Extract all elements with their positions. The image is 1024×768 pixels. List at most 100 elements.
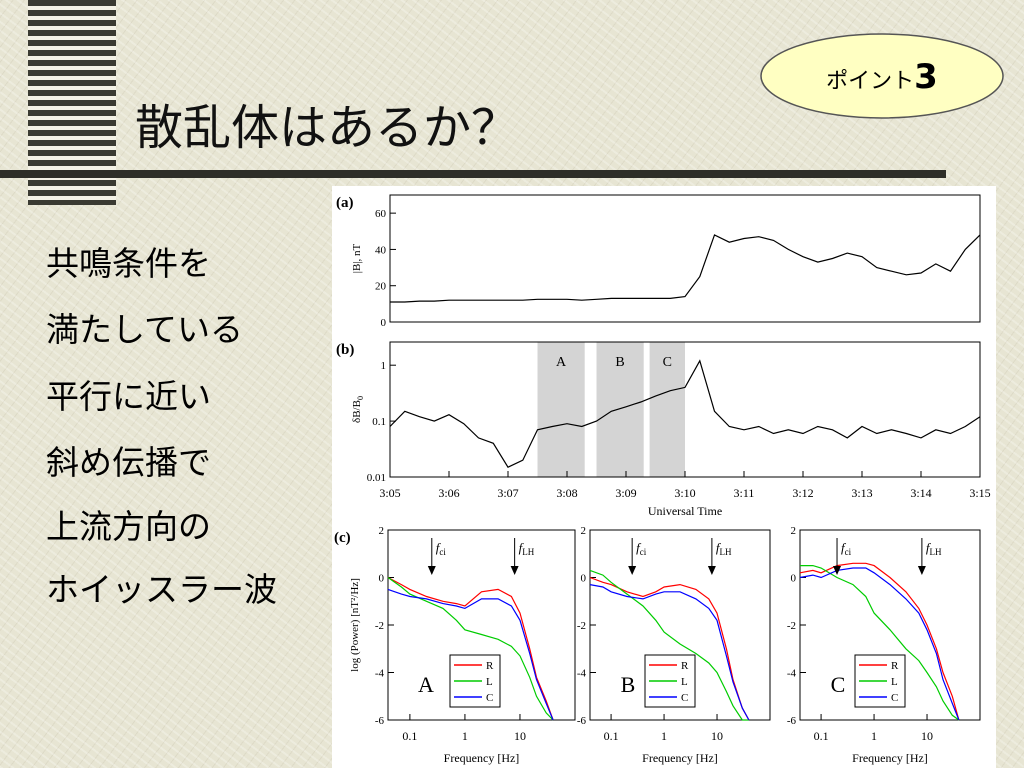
legend-label: L — [486, 676, 493, 688]
x-tick-label: 3:10 — [674, 486, 695, 500]
y-tick-label: -6 — [375, 715, 385, 727]
y-tick-label: -4 — [577, 668, 587, 680]
annotation: fLH — [716, 540, 732, 557]
x-tick-label: 10 — [711, 729, 723, 743]
panel-letter: B — [621, 672, 636, 697]
x-axis-label: Universal Time — [648, 504, 722, 518]
region — [596, 342, 644, 477]
x-tick-label: 1 — [462, 729, 468, 743]
x-tick-label: 3:07 — [497, 486, 518, 500]
panel-label: (c) — [334, 530, 351, 546]
arrow-head — [917, 566, 926, 575]
region-label: A — [556, 355, 567, 370]
data-line — [799, 562, 960, 721]
annotation-f: f — [636, 540, 642, 555]
annotation-f: f — [841, 540, 847, 555]
region-label: B — [615, 355, 624, 370]
data-line — [387, 577, 554, 721]
x-tick-label: 0.1 — [402, 729, 417, 743]
legend-label: R — [486, 660, 494, 672]
region — [537, 342, 585, 477]
y-tick-label: 0 — [381, 317, 387, 329]
bullet: 斜め伝播で — [46, 443, 211, 482]
y-tick-label: -4 — [375, 668, 385, 680]
x-tick-label: 3:09 — [615, 486, 636, 500]
annotation: fLH — [926, 540, 942, 557]
panel-letter: A — [418, 672, 434, 697]
slide-title: 散乱体はあるか？ — [135, 100, 520, 156]
bullet: 共鳴条件を — [46, 244, 211, 283]
y-tick-label: -4 — [787, 668, 797, 680]
x-tick-label: 3:12 — [792, 486, 813, 500]
y-tick-label: -2 — [375, 620, 384, 632]
y-tick-label: -6 — [787, 715, 797, 727]
data-line — [799, 567, 960, 721]
y-tick-label: 2 — [791, 525, 797, 537]
x-tick-label: 10 — [921, 729, 933, 743]
y-tick-label: 40 — [375, 244, 387, 256]
legend-label: L — [681, 676, 688, 688]
x-tick-label: 3:05 — [379, 486, 400, 500]
legend-label: C — [891, 692, 898, 704]
data-line — [390, 234, 981, 303]
y-axis-label: |B|, nT — [351, 243, 363, 273]
data-line — [387, 576, 554, 721]
y-axis-label-main: |B|, nT — [351, 243, 363, 273]
annotation-f: f — [436, 540, 442, 555]
annotation-f: f — [926, 540, 932, 555]
y-tick-label: 20 — [375, 281, 387, 293]
plot-frame — [389, 194, 981, 323]
y-tick-label: 60 — [375, 208, 387, 220]
arrow-head — [510, 566, 519, 575]
region — [649, 342, 685, 477]
y-axis-label-sub: 0 — [356, 396, 365, 400]
x-tick-label: 3:13 — [851, 486, 872, 500]
y-tick-label: 0 — [379, 573, 385, 585]
y-tick-label: -6 — [577, 715, 587, 727]
y-axis-label-main: δB/B — [351, 400, 363, 423]
x-axis-label: Frequency [Hz] — [642, 751, 718, 765]
x-tick-label: 3:06 — [438, 486, 459, 500]
x-tick-label: 1 — [661, 729, 667, 743]
data-line — [389, 359, 981, 468]
arrow-head — [833, 566, 842, 575]
x-axis-label: Frequency [Hz] — [444, 751, 520, 765]
annotation: fLH — [519, 540, 535, 557]
x-tick-label: 1 — [871, 729, 877, 743]
y-tick-label: 0 — [581, 573, 587, 585]
legend-label: R — [681, 660, 689, 672]
y-axis-label: log (Power) [nT²/Hz] — [349, 578, 361, 672]
y-tick-label: 0.1 — [372, 416, 386, 428]
y-tick-label: 2 — [379, 525, 385, 537]
x-tick-label: 3:08 — [556, 486, 577, 500]
bullet: 満たしている — [46, 310, 244, 349]
y-tick-label: 0.01 — [367, 472, 386, 484]
legend-label: R — [891, 660, 899, 672]
data-line — [387, 588, 554, 721]
y-tick-label: 2 — [581, 525, 587, 537]
legend-label: L — [891, 676, 898, 688]
legend-label: C — [681, 692, 688, 704]
legend-label: C — [486, 692, 493, 704]
annotation-sub: LH — [930, 547, 942, 557]
annotation: fci — [436, 540, 447, 557]
x-axis-label: Frequency [Hz] — [852, 751, 928, 765]
annotation: fci — [636, 540, 647, 557]
x-tick-label: 3:11 — [734, 486, 755, 500]
annotation-sub: LH — [522, 547, 534, 557]
badge-text: ポイント3 — [826, 57, 938, 97]
y-axis-label-main: log (Power) [nT²/Hz] — [349, 578, 361, 672]
x-tick-label: 10 — [514, 729, 526, 743]
badge-word: ポイント — [826, 69, 914, 94]
annotation-f: f — [716, 540, 722, 555]
annotation: fci — [841, 540, 852, 557]
y-tick-label: 1 — [381, 360, 387, 372]
data-line — [589, 584, 750, 721]
arrow-head — [628, 566, 637, 575]
bullet: ホイッスラー波 — [46, 570, 277, 609]
arrow-head — [427, 566, 436, 575]
y-axis-label: δB/B0 — [351, 396, 365, 423]
data-line — [800, 565, 960, 721]
badge-number: 3 — [914, 57, 938, 97]
